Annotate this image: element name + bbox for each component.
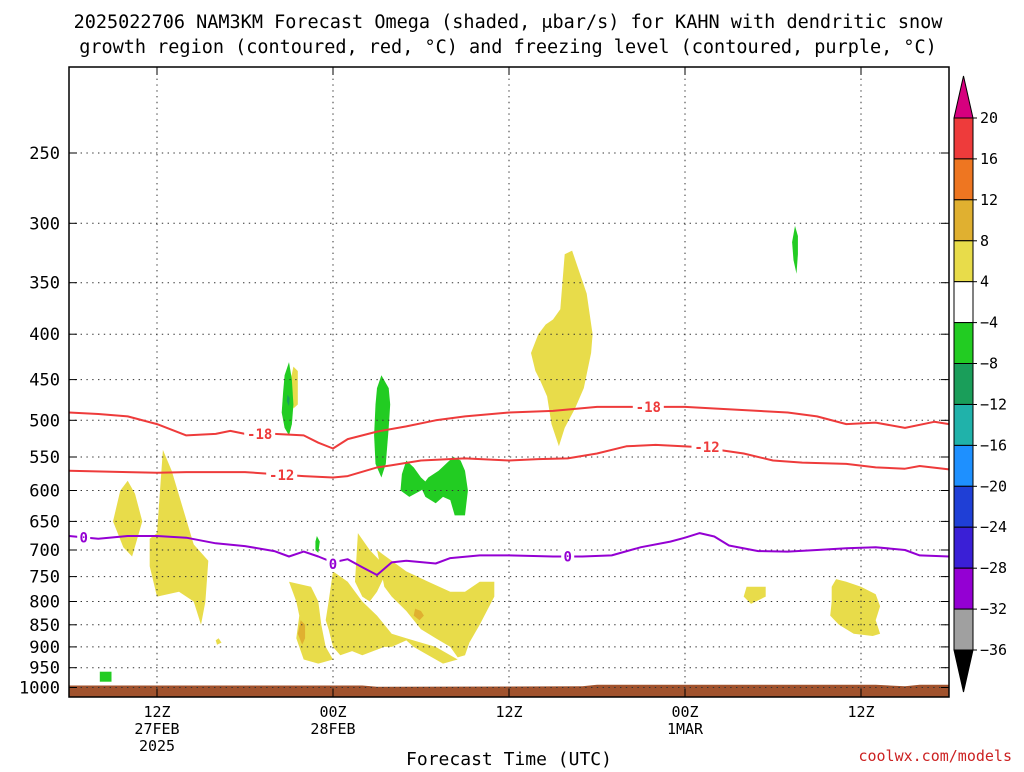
contour-label-2-2: 0 (563, 550, 571, 566)
legend-bin-2 (953, 199, 974, 242)
y-tick-label-400: 400 (29, 325, 60, 345)
omega-region-15 (374, 375, 391, 478)
contour-label-0-0: -18 (247, 427, 272, 443)
contour-label-1-1: -12 (694, 440, 719, 456)
legend-label-0: 20 (980, 109, 998, 127)
legend-bin-3 (953, 240, 974, 283)
legend-label-4: 4 (980, 273, 989, 291)
y-tick-label-750: 750 (29, 568, 60, 588)
omega-region-8 (531, 250, 593, 447)
x-axis-label: Forecast Time (UTC) (406, 749, 612, 768)
y-tick-label-950: 950 (29, 659, 60, 679)
omega-region-17 (421, 457, 468, 516)
legend-label-8: −16 (980, 436, 1007, 454)
legend-label-6: −8 (980, 355, 998, 373)
contour-label-bg-0-1 (632, 398, 664, 415)
omega-region-20 (286, 394, 290, 407)
x-tick-label-6-2: 2025 (139, 737, 175, 755)
omega-region-18 (792, 225, 798, 274)
omega-region-11 (297, 620, 306, 645)
x-tick-label-42-0: 00Z (671, 703, 698, 721)
y-tick-label-650: 650 (29, 512, 60, 532)
omega-region-4 (289, 581, 333, 664)
contour-label-2-0: 0 (79, 531, 87, 547)
omega-region-6 (355, 533, 385, 602)
omega-region-10 (830, 579, 881, 636)
y-tick-label-850: 850 (29, 616, 60, 636)
contour-label-bg-1-0 (266, 466, 298, 483)
legend-label-3: 8 (980, 232, 989, 250)
legend-label-9: −20 (980, 477, 1007, 495)
contour-label-bg-1-1 (691, 439, 723, 456)
legend-bin-9 (953, 485, 974, 528)
omega-region-12 (413, 608, 424, 621)
legend-bin-8 (953, 444, 974, 487)
omega-region-19 (99, 671, 112, 682)
x-tick-label-18-0: 00Z (319, 703, 346, 721)
x-tick-label-54-0: 12Z (847, 703, 874, 721)
plot-area: -18 -18 -12 -12 0 0 0 250 300 350 400 450 500 550 600 6… (19, 66, 950, 755)
legend-bin-10 (953, 526, 974, 569)
chart-title-line2: growth region (contoured, red, °C) and f… (79, 37, 937, 58)
legend-bin-11 (953, 567, 974, 610)
omega-region-2 (215, 638, 222, 645)
y-tick-label-1000: 1000 (19, 679, 60, 699)
legend-bin-0 (953, 117, 974, 160)
y-tick-label-250: 250 (29, 144, 60, 164)
color-legend: 20 16 12 8 4 −4 −8 −12 −16 −20 −24 −28 −32 −36 (953, 75, 1007, 693)
x-tick-label-30-0: 12Z (495, 703, 522, 721)
legend-bin-5 (953, 322, 974, 365)
legend-bottom-arrow (953, 649, 974, 693)
x-tick-label-18-1: 28FEB (310, 720, 355, 738)
x-tick-label-42-1: 1MAR (667, 720, 704, 738)
y-tick-label-600: 600 (29, 482, 60, 502)
y-tick-label-350: 350 (29, 274, 60, 294)
y-tick-label-900: 900 (29, 638, 60, 658)
y-tick-label-450: 450 (29, 371, 60, 391)
legend-bin-7 (953, 404, 974, 446)
contour-line-1 (68, 443, 950, 479)
contour-label-bg-2-2 (561, 548, 575, 565)
legend-bin-6 (953, 363, 974, 405)
contour-label-1-0: -12 (269, 468, 294, 484)
legend-label-10: −24 (980, 518, 1007, 536)
contour-label-bg-2-0 (77, 529, 91, 546)
chart-title-line1: 2025022706 NAM3KM Forecast Omega (shaded… (74, 12, 944, 33)
legend-bin-12 (953, 608, 974, 651)
omega-region-9 (743, 586, 766, 604)
contour-line-2 (68, 532, 950, 576)
legend-label-11: −28 (980, 559, 1007, 577)
contour-line-0 (68, 405, 950, 450)
y-tick-label-550: 550 (29, 448, 60, 468)
contour-label-bg-0-0 (244, 425, 276, 442)
legend-label-7: −12 (980, 396, 1007, 414)
legend-label-1: 16 (980, 150, 998, 168)
omega-region-14 (315, 536, 320, 553)
y-tick-label-500: 500 (29, 411, 60, 431)
legend-label-13: −36 (980, 641, 1007, 659)
legend-label-12: −32 (980, 600, 1007, 618)
contour-label-0-1: -18 (636, 400, 661, 416)
legend-bin-4 (953, 281, 974, 324)
contour-label-2-1: 0 (329, 557, 337, 573)
legend-label-5: −4 (980, 314, 998, 332)
y-tick-label-700: 700 (29, 541, 60, 561)
contour-label-bg-2-1 (326, 556, 340, 572)
x-tick-label-6-1: 27FEB (134, 720, 179, 738)
source-credit: coolwx.com/models (858, 747, 1012, 765)
legend-label-2: 12 (980, 191, 998, 209)
omega-region-5 (325, 571, 458, 664)
y-tick-label-300: 300 (29, 214, 60, 234)
y-tick-label-800: 800 (29, 593, 60, 613)
legend-bin-1 (953, 158, 974, 201)
x-tick-label-6-0: 12Z (143, 703, 170, 721)
